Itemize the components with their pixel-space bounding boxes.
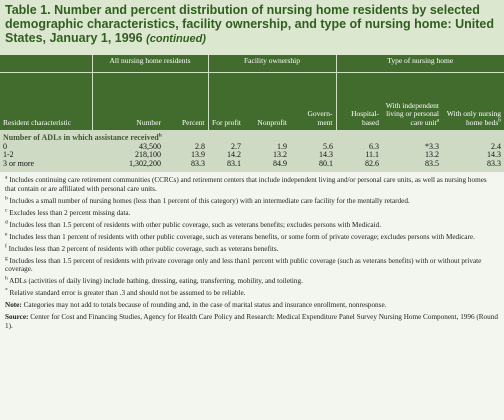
section-label: Number of ADLs in which assistance recei… xyxy=(0,130,504,143)
footnote-text: Includes less than 1.5 percent of reside… xyxy=(9,220,381,229)
footnote-text: Includes less than 1.5 percent of reside… xyxy=(5,256,482,274)
cell: 2.7 xyxy=(208,142,245,151)
column-label: Number xyxy=(136,117,161,127)
data-row: 3 or more 1,302,200 83.3 83.1 84.9 80.1 82.6 83… xyxy=(0,159,504,172)
cell: 14.3 xyxy=(290,150,337,160)
cell: 14.2 xyxy=(208,150,245,160)
column-header: Hospital-based xyxy=(335,72,383,130)
column-header: For profit xyxy=(207,72,245,130)
cell: 83.3 xyxy=(164,159,209,172)
cell: 6.3 xyxy=(336,142,383,151)
footnote-text: Relative standard error is greater than … xyxy=(9,289,246,298)
footnote-text: Includes less than 1 percent of resident… xyxy=(9,232,475,241)
note-label: Note: xyxy=(5,301,22,310)
title-suffix: (continued) xyxy=(146,33,206,45)
cell: 2.4 xyxy=(442,142,504,151)
footnote: f Includes less than 2 percent of reside… xyxy=(5,243,498,254)
section-row: Number of ADLs in which assistance recei… xyxy=(0,130,504,143)
footnote-text: Includes continuing care retirement comm… xyxy=(5,176,487,193)
source: Source: Center for Cost and Financing St… xyxy=(5,313,498,330)
cell: 13.2 xyxy=(244,150,291,160)
column-label: Hospital-based xyxy=(351,109,380,127)
cell: 80.1 xyxy=(290,159,337,172)
column-header: Resident characteristic xyxy=(0,72,92,130)
cell: 83.3 xyxy=(442,159,504,172)
cell: 11.1 xyxy=(336,150,383,160)
row-label: 1-2 xyxy=(0,150,92,160)
column-header: Number xyxy=(91,72,164,130)
column-label: Nonprofit xyxy=(257,117,288,127)
row-label: 3 or more xyxy=(0,159,92,172)
column-header: With independent living or personal care… xyxy=(382,72,443,130)
footnote-mark: h xyxy=(5,275,8,282)
footnote-mark: * xyxy=(5,287,8,294)
footnote: c Excludes less than 2 percent missing d… xyxy=(5,207,498,218)
cell: 84.9 xyxy=(244,159,291,172)
footnote: a Includes continuing care retirement co… xyxy=(5,174,498,193)
column-label: Govern-ment xyxy=(307,109,333,127)
footnote-mark: a xyxy=(5,174,8,181)
column-label: With only nursing home beds xyxy=(446,109,502,127)
cell: 2.8 xyxy=(164,142,209,151)
column-label: For profit xyxy=(212,117,242,127)
footnote-text: Includes less than 2 percent of resident… xyxy=(8,244,279,253)
cell: 83.1 xyxy=(208,159,245,172)
cell: 218,100 xyxy=(92,150,164,160)
footnote-text: Excludes less than 2 percent missing dat… xyxy=(9,208,131,217)
row-label: 0 xyxy=(0,142,92,151)
note: Note: Categories may not add to totals b… xyxy=(5,301,498,310)
footnote: * Relative standard error is greater tha… xyxy=(5,287,498,298)
table-title: Table 1. Number and percent distribution… xyxy=(0,0,504,55)
cell: 1.9 xyxy=(244,142,291,151)
footnote-mark: f xyxy=(5,243,7,250)
column-header: Percent xyxy=(164,72,209,130)
footnote-mark: c xyxy=(5,207,8,214)
header-blank xyxy=(0,55,92,73)
group-header: Facility ownership xyxy=(207,55,337,73)
footnote: e Includes less than 1 percent of reside… xyxy=(5,231,498,242)
source-text: Center for Cost and Financing Studies, A… xyxy=(5,313,498,330)
column-header: Nonprofit xyxy=(244,72,291,130)
cell: 14.3 xyxy=(442,150,504,160)
data-table: All nursing home residents Facility owne… xyxy=(0,55,504,172)
cell: 13.2 xyxy=(382,150,443,160)
source-label: Source: xyxy=(5,313,29,322)
column-label: With independent living or personal care… xyxy=(385,100,440,127)
footnote-mark: g xyxy=(5,255,8,262)
footnote-mark: e xyxy=(5,231,8,238)
footnote-text: Includes a small number of nursing homes… xyxy=(9,196,410,205)
cell: 82.6 xyxy=(336,159,383,172)
footnote-mark: d xyxy=(5,219,8,226)
cell: 1,302,200 xyxy=(92,159,164,172)
column-header: Govern-ment xyxy=(290,72,337,130)
cell: *3.3 xyxy=(382,142,443,151)
cell: 43,500 xyxy=(92,142,164,151)
footnotes: a Includes continuing care retirement co… xyxy=(0,172,504,330)
data-row: 0 43,500 2.8 2.7 1.9 5.6 6.3 *3.3 2.4 xyxy=(0,142,504,151)
section-text: Number of ADLs in which assistance recei… xyxy=(3,133,159,142)
group-header: All nursing home residents xyxy=(91,55,209,73)
data-row: 1-2 218,100 13.9 14.2 13.2 14.3 11.1 13.2 14.3 xyxy=(0,150,504,160)
column-label: Percent xyxy=(182,117,205,127)
footnote: g Includes less than 1.5 percent of resi… xyxy=(5,255,498,274)
footnote-mark: b xyxy=(5,195,8,202)
title-text: Table 1. Number and percent distribution… xyxy=(5,3,494,45)
cell: 5.6 xyxy=(290,142,337,151)
footnote: d Includes less than 1.5 percent of resi… xyxy=(5,219,498,230)
cell: 13.9 xyxy=(164,150,209,160)
note-text: Categories may not add to totals because… xyxy=(23,301,387,310)
footnote: b Includes a small number of nursing hom… xyxy=(5,195,498,206)
footnote-ref: b xyxy=(498,117,502,123)
footnote-ref: a xyxy=(436,117,440,123)
footnote-ref: h xyxy=(158,132,162,139)
column-header: With only nursing home bedsb xyxy=(442,72,504,130)
cell: 83.5 xyxy=(382,159,443,172)
footnote-text: ADLs (activities of daily living) includ… xyxy=(9,277,303,286)
group-header: Type of nursing home xyxy=(335,55,504,73)
footnote: h ADLs (activities of daily living) incl… xyxy=(5,275,498,286)
